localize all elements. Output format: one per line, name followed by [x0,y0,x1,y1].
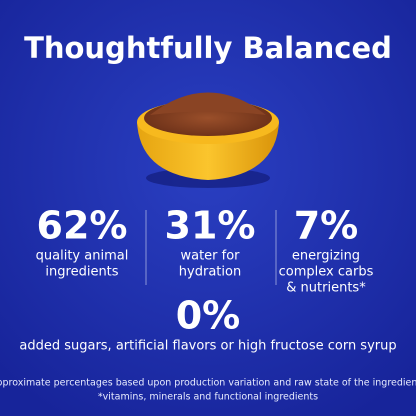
footnote: Approximate percentages based upon produ… [0,378,416,389]
stat-label: added sugars, artificial flavors or high… [19,339,396,354]
stat-label: ingredients [45,265,118,280]
stat-label: quality animal [36,249,129,264]
bowl-illustration [137,92,279,188]
stat-value: 0% [176,294,241,338]
stat-label: water for [180,249,240,264]
stat-label: complex carbs [279,265,374,280]
stat-value: 62% [37,204,128,248]
stat-value: 31% [165,204,256,248]
stat-label: hydration [179,265,241,280]
stat-value: 7% [294,204,359,248]
stat-label: & nutrients* [286,281,366,296]
stat-label: energizing [292,249,360,264]
footnote: *vitamins, minerals and functional ingre… [98,392,318,403]
title: Thoughtfully Balanced [24,31,392,65]
